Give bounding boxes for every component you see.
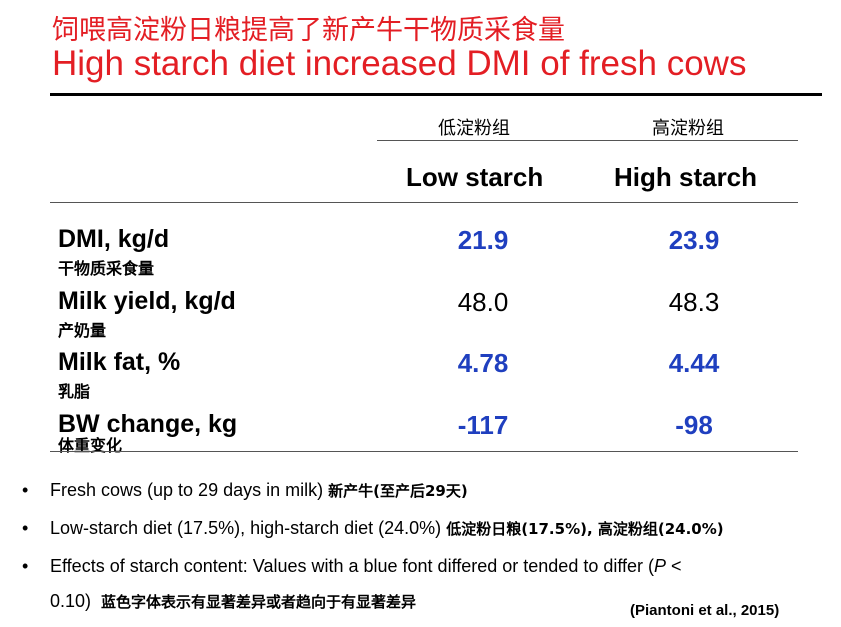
note-3-en-a: Effects of starch content: Values with a…: [50, 556, 655, 576]
value-bw-change-high: -98: [675, 410, 713, 440]
note-3-line-1: Effects of starch content: Values with a…: [50, 556, 682, 577]
note-2: Low-starch diet (17.5%), high-starch die…: [50, 518, 724, 539]
column-low-starch: Low starch: [406, 162, 544, 192]
title-chinese: 饲喂高淀粉日粮提高了新产牛干物质采食量: [52, 15, 565, 46]
row-sub-bw-change: 体重变化: [58, 436, 123, 455]
note-2-cn: 低淀粉日粮(17.5%), 高淀粉组(24.0%): [446, 520, 724, 538]
row-label-dmi: DMI, kg/d: [58, 225, 170, 253]
row-label-bw-change: BW change, kg: [58, 410, 238, 438]
value-milk-yield-low: 48.0: [457, 287, 509, 317]
column-low-starch-cn: 低淀粉组: [438, 118, 510, 139]
value-dmi-high: 23.9: [668, 225, 720, 255]
header-divider-bottom: [50, 202, 798, 203]
value-bw-change-low: -117: [457, 410, 509, 440]
note-1-cn: 新产牛(至产后29天): [328, 482, 468, 500]
note-3-en-b: <: [666, 556, 682, 576]
value-milk-yield-high: 48.3: [668, 287, 720, 317]
note-3-p: P: [654, 556, 667, 576]
note-1: Fresh cows (up to 29 days in milk) 新产牛(至…: [50, 480, 468, 501]
note-3-line-2: 0.10) 蓝色字体表示有显著差异或者趋向于有显著差异: [50, 591, 416, 612]
row-label-milk-yield: Milk yield, kg/d: [58, 287, 236, 315]
title-english: High starch diet increased DMI of fresh …: [52, 44, 747, 83]
row-sub-milk-fat: 乳脂: [58, 382, 91, 401]
column-high-starch-cn: 高淀粉组: [652, 118, 724, 139]
bullet-1: •: [22, 480, 29, 500]
row-label-milk-fat: Milk fat, %: [58, 348, 181, 376]
column-high-starch: High starch: [614, 162, 758, 192]
value-dmi-low: 21.9: [457, 225, 509, 255]
value-milk-fat-low: 4.78: [457, 348, 509, 378]
row-sub-milk-yield: 产奶量: [58, 321, 107, 340]
citation: (Piantoni et al., 2015): [630, 602, 780, 619]
row-sub-dmi: 干物质采食量: [58, 259, 155, 278]
bullet-3: •: [22, 556, 29, 576]
title-divider: [50, 93, 822, 96]
note-3-cn: 蓝色字体表示有显著差异或者趋向于有显著差异: [101, 593, 417, 611]
note-3-en-line2: 0.10): [50, 591, 92, 611]
value-milk-fat-high: 4.44: [668, 348, 720, 378]
note-2-en: Low-starch diet (17.5%), high-starch die…: [50, 518, 442, 538]
bullet-2: •: [22, 518, 29, 538]
header-divider-top: [377, 140, 798, 141]
table-bottom-divider: [50, 451, 798, 452]
note-1-en: Fresh cows (up to 29 days in milk): [50, 480, 324, 500]
